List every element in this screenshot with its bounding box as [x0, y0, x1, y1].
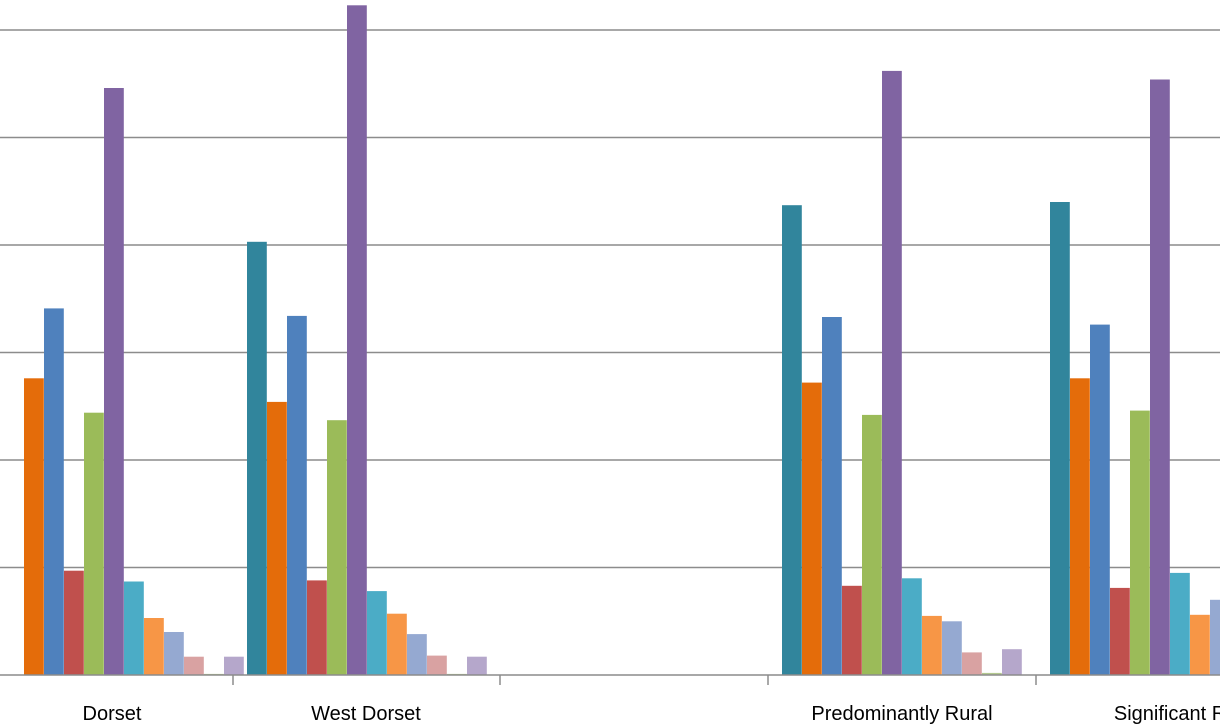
bar: [1110, 587, 1130, 675]
bar: [1170, 572, 1190, 675]
bar: [1190, 614, 1210, 675]
bar: [387, 613, 407, 675]
gridlines: [0, 29, 1220, 569]
bar: [842, 585, 862, 675]
bar: [427, 655, 447, 675]
bar: [962, 652, 982, 675]
bar: [164, 632, 184, 675]
bar: [347, 5, 367, 676]
bar: [327, 420, 347, 675]
category-labels: Dorset West Dorset Predominantly Rural Sign…: [83, 703, 1220, 725]
bar: [822, 317, 842, 675]
x-tick-label: West Dorset: [311, 703, 421, 725]
bar: [1150, 79, 1170, 675]
bar: [144, 618, 164, 675]
bar: [287, 315, 307, 675]
bar: [1050, 202, 1070, 675]
bar: [1070, 378, 1090, 675]
bar: [1130, 410, 1150, 675]
bar: [882, 70, 902, 675]
bar: [467, 656, 487, 675]
bar: [982, 672, 1002, 675]
bar: [267, 401, 287, 675]
bars: [24, 5, 1220, 676]
bar: [1002, 649, 1022, 675]
bar: [44, 308, 64, 675]
bar: [64, 570, 84, 675]
bar: [942, 621, 962, 676]
bar: [1090, 324, 1110, 675]
bar: [782, 205, 802, 675]
bar: [1210, 599, 1220, 676]
bar: [802, 382, 822, 675]
bar: [862, 414, 882, 675]
bar: [124, 581, 144, 675]
x-axis: [0, 674, 1220, 685]
bar: [307, 580, 327, 675]
x-tick-label: Significant R: [1114, 703, 1220, 725]
x-tick-label: Predominantly Rural: [811, 703, 992, 725]
bar: [247, 241, 267, 676]
bar: [367, 591, 387, 675]
bar: [104, 88, 124, 675]
bar: [922, 615, 942, 675]
x-tick-label: Dorset: [83, 703, 142, 725]
bar: [902, 578, 922, 676]
bar: [84, 412, 104, 675]
bar: [24, 378, 44, 675]
bar: [407, 634, 427, 675]
bar: [184, 656, 204, 675]
bar: [224, 656, 244, 675]
